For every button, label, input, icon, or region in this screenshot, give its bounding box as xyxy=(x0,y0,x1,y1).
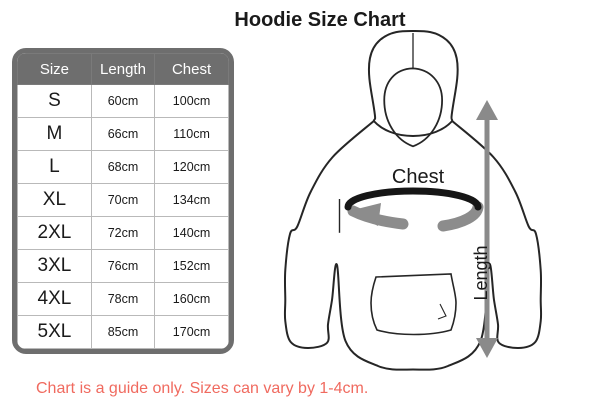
svg-text:Chest: Chest xyxy=(392,166,445,188)
svg-text:Length: Length xyxy=(471,245,491,300)
